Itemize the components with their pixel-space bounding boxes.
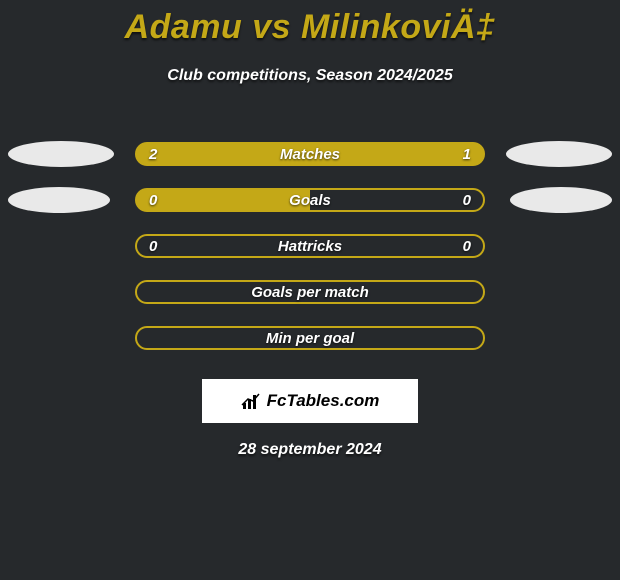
- stat-label: Goals per match: [149, 284, 471, 301]
- stat-label: Min per goal: [149, 330, 471, 347]
- stat-left-value: 0: [149, 238, 157, 255]
- stat-label: Matches: [157, 146, 462, 163]
- stat-row: 0Hattricks0: [0, 223, 620, 269]
- page-title: Adamu vs MilinkoviÄ‡: [0, 0, 620, 47]
- stat-bar: Min per goal: [135, 326, 485, 350]
- stat-bar: 0Hattricks0: [135, 234, 485, 258]
- bar-chart-icon: [241, 393, 261, 409]
- stat-bar: Goals per match: [135, 280, 485, 304]
- stat-bar: 0Goals0: [135, 188, 485, 212]
- player-ellipse-left: [8, 187, 110, 213]
- stat-bar: 2Matches1: [135, 142, 485, 166]
- logo-box: FcTables.com: [202, 379, 418, 423]
- stats-card: Adamu vs MilinkoviÄ‡ Club competitions, …: [0, 0, 620, 580]
- page-subtitle: Club competitions, Season 2024/2025: [0, 67, 620, 85]
- logo-text: FcTables.com: [267, 391, 380, 411]
- date-text: 28 september 2024: [0, 441, 620, 459]
- stat-right-value: 0: [463, 238, 471, 255]
- player-ellipse-left: [8, 141, 114, 167]
- stat-rows: 2Matches10Goals00Hattricks0Goals per mat…: [0, 131, 620, 361]
- stat-row: 0Goals0: [0, 177, 620, 223]
- stat-row: Min per goal: [0, 315, 620, 361]
- stat-label: Hattricks: [157, 238, 462, 255]
- stat-left-value: 0: [149, 192, 157, 209]
- stat-right-value: 0: [463, 192, 471, 209]
- player-ellipse-right: [510, 187, 612, 213]
- stat-right-value: 1: [463, 146, 471, 163]
- stat-row: Goals per match: [0, 269, 620, 315]
- stat-left-value: 2: [149, 146, 157, 163]
- player-ellipse-right: [506, 141, 612, 167]
- stat-label: Goals: [157, 192, 462, 209]
- stat-row: 2Matches1: [0, 131, 620, 177]
